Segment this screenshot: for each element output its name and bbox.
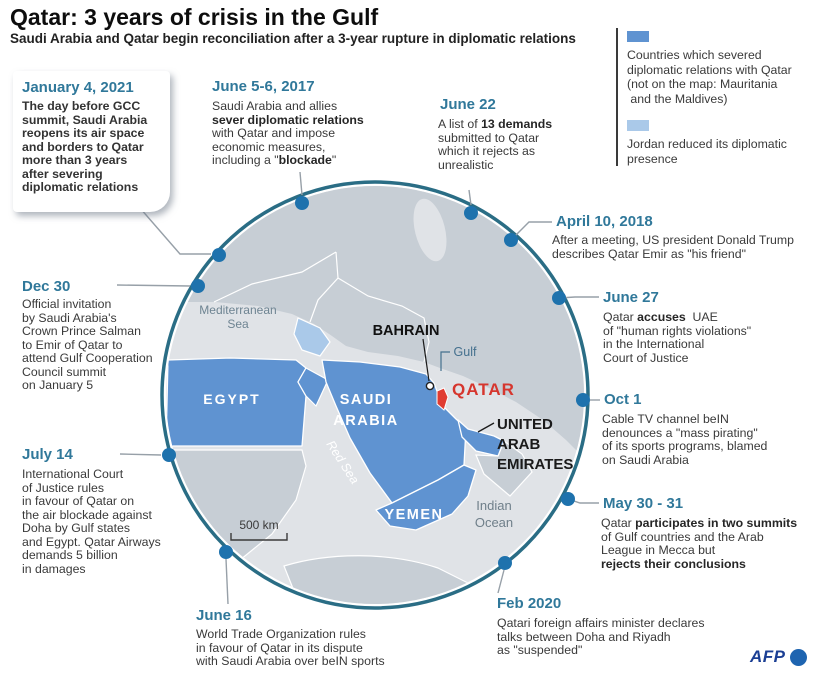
event-body-june27: Qatar accuses UAE of "human rights violat… [603,310,752,365]
afp-globe-icon [789,648,807,666]
event-body-april10: After a meeting, US president Donald Tru… [552,233,794,261]
event-body-jan4: The day before GCC summit, Saudi Arabia re… [22,99,148,194]
map-label-yemen: YEMEN [384,507,443,523]
legend-text-severed: Countries which severed diplomatic relati… [627,48,792,106]
event-date-april10: April 10, 2018 [556,213,653,230]
map-label-egypt: EGYPT [203,391,260,407]
event-date-may3031: May 30 - 31 [603,495,684,512]
connector-june22 [468,189,472,206]
legend-swatch-jordan [627,120,649,131]
map-border-line [309,251,339,323]
event-body-dec30: Official invitation by Saudi Arabia's Crow… [22,297,153,392]
event-body-may3031: Qatar participates in two summits of Gulf… [601,516,798,571]
connector-jan4 [139,207,211,255]
map-label-indian-1: Indian [476,498,511,513]
timeline-dot-june16 [219,545,233,559]
map-label-uae-2: ARAB [497,436,540,453]
map-label-bahrain: BAHRAIN [373,323,440,339]
event-date-dec30: Dec 30 [22,278,71,295]
map-shape-qatar [436,387,449,411]
event-body-feb2020: Qatari foreign affairs minister declares… [497,616,705,657]
afp-logo: AFP [750,647,807,667]
event-date-june22: June 22 [440,96,496,113]
connector-april10 [510,221,552,241]
map-label-qatar: QATAR [452,380,515,399]
event-date-jan4: January 4, 2021 [22,79,134,96]
legend: Countries which severed diplomatic relati… [616,28,813,166]
timeline-dot-oct1 [576,393,590,407]
bahrain-marker [425,381,435,391]
event-body-july14: International Court of Justice rules in fa… [22,467,161,576]
page-subtitle: Saudi Arabia and Qatar begin reconciliat… [10,31,576,46]
map-shape-uae [457,419,505,457]
connector-june16 [225,558,229,605]
event-date-oct1: Oct 1 [604,391,642,408]
timeline-dot-june22 [464,206,478,220]
timeline-dot-dec30 [191,279,205,293]
map-shape-horn [283,555,471,604]
map-label-uae-1: UNITED [497,416,553,433]
afp-logo-text: AFP [750,647,786,666]
bahrain-pointer-line [422,338,430,382]
connector-june56 [299,171,303,196]
scale-bar [230,533,288,541]
event-date-july14: July 14 [22,446,73,463]
timeline-arc [160,180,590,610]
timeline-dot-jan4 [212,248,226,262]
timeline-dot-feb2020 [498,556,512,570]
map-label-indian-2: Ocean [475,515,513,530]
map-shape-saudi [321,359,467,504]
map-border-line [213,251,337,303]
legend-swatch-severed [627,31,649,42]
timeline-dot-june56 [295,196,309,210]
map-shape-caspian [413,198,447,262]
map-label-scale: 500 km [239,518,278,532]
map-shape-yemen [375,464,477,531]
map-label-gulf: Gulf [454,345,477,359]
gulf-pointer-line [440,351,450,371]
timeline-dot-april10 [504,233,518,247]
timeline-dot-june27 [552,291,566,305]
event-card-jan4 [13,71,170,212]
page-title: Qatar: 3 years of crisis in the Gulf [10,4,379,30]
event-body-june16: World Trade Organization rules in favour … [196,627,385,668]
event-date-june56: June 5-6, 2017 [212,78,315,95]
connector-feb2020 [497,569,505,594]
map-shape-jordan [293,317,331,357]
map-border-line [337,277,430,363]
map-label-saudi-2: ARABIA [333,413,398,429]
connector-july14 [119,453,162,456]
event-date-june16: June 16 [196,607,252,624]
timeline-dot-july14 [162,448,176,462]
map-label-mediterranean-2: Sea [227,317,249,331]
timeline-dot-may3031 [561,492,575,506]
event-body-june56: Saudi Arabia and allies sever diplomatic … [212,99,364,167]
map-label-saudi-1: SAUDI [340,392,393,408]
map-label-uae-3: EMIRATES [497,456,573,473]
connector-dec30 [116,284,191,287]
event-date-june27: June 27 [603,289,659,306]
event-body-june22: A list of 13 demands submitted to Qatar wh… [438,117,553,172]
map-shape-sinai [297,367,329,408]
map-shape-oman [475,440,533,497]
event-body-oct1: Cable TV channel beIN denounces a "mass p… [602,412,768,467]
event-date-feb2020: Feb 2020 [497,595,562,612]
map-label-mediterranean-1: Mediterranean [199,303,276,317]
uae-pointer-line [477,422,495,433]
legend-text-jordan: Jordan reduced its diplomatic presence [627,137,787,166]
